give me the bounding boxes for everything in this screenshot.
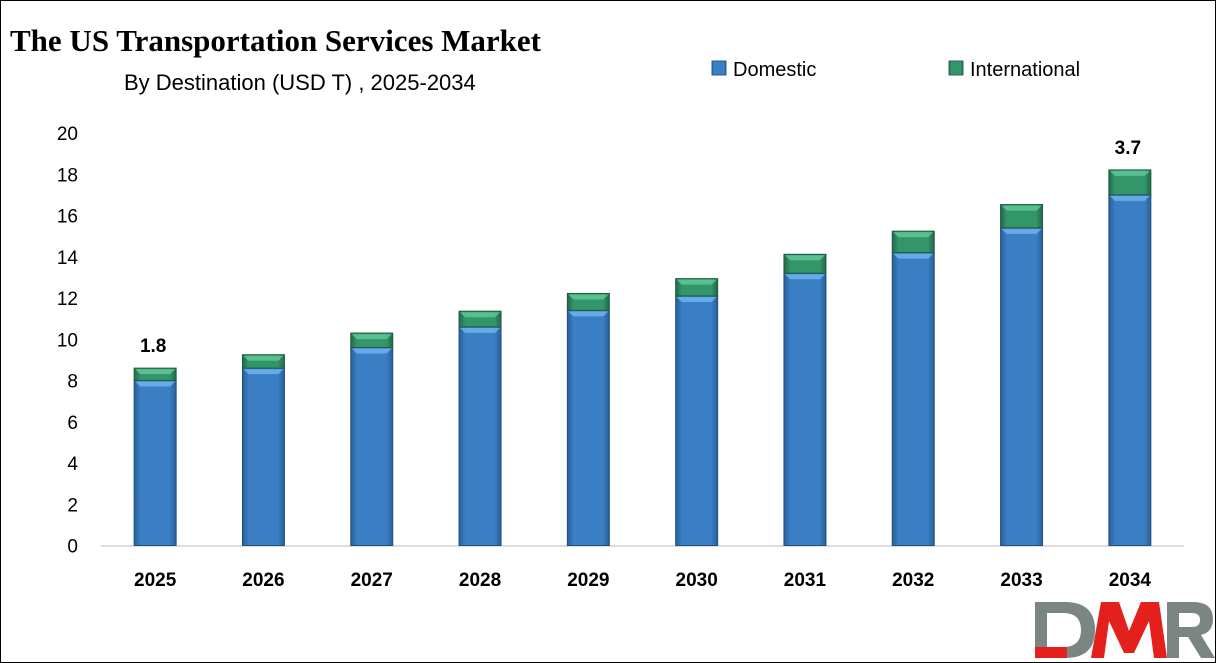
bar-domestic-2029 (566, 309, 610, 546)
y-tick-label: 12 (57, 289, 78, 310)
chart-subtitle: By Destination (USD T) , 2025-2034 (124, 70, 476, 95)
bar-bevel-highlight (135, 381, 176, 387)
bar-domestic-2034 (1108, 194, 1152, 546)
bar-domestic-2026 (241, 367, 285, 546)
bar-bevel-highlight (676, 279, 717, 285)
bar-bevel-highlight (568, 311, 609, 317)
data-label-2034: 3.7 (1115, 138, 1141, 159)
y-tick-label: 18 (57, 165, 78, 186)
bar-bevel-highlight (1109, 195, 1150, 201)
y-tick-label: 8 (67, 372, 78, 393)
y-tick-label: 2 (67, 495, 78, 516)
y-tick-label: 14 (57, 248, 79, 269)
legend-label-domestic: Domestic (733, 59, 816, 81)
bar-bevel-highlight (893, 253, 934, 259)
legend: Domestic International (711, 59, 1080, 81)
legend-label-international: International (970, 59, 1080, 81)
bar-bevel-highlight (1109, 170, 1150, 176)
y-tick-label: 6 (67, 413, 78, 434)
bar-domestic-2027 (350, 347, 394, 546)
bar-bevel-highlight (243, 369, 284, 375)
bar-bevel-highlight (676, 296, 717, 302)
x-tick-label: 2027 (351, 570, 393, 591)
chart-title: The US Transportation Services Market (10, 23, 541, 58)
bar-bevel-highlight (351, 348, 392, 354)
bar-domestic-2033 (1000, 227, 1044, 546)
x-tick-label: 2034 (1109, 570, 1152, 591)
x-tick-label: 2028 (459, 570, 501, 591)
legend-swatch-domestic (711, 60, 727, 76)
x-tick-label: 2031 (784, 570, 827, 591)
y-tick-label: 4 (67, 454, 78, 475)
x-tick-label: 2025 (134, 570, 177, 591)
bar-domestic-2032 (891, 252, 935, 546)
bar-bevel-highlight (460, 312, 501, 318)
data-label-2025: 1.8 (140, 336, 166, 357)
dmr-logo (1035, 602, 1215, 658)
bar-domestic-2031 (783, 272, 827, 546)
x-tick-label: 2026 (242, 570, 284, 591)
bar-bevel-highlight (784, 274, 825, 280)
bar-bevel-highlight (893, 232, 934, 238)
bar-bevel-highlight (1001, 205, 1042, 211)
bar-bevel-highlight (568, 294, 609, 300)
bar-bevel-highlight (460, 327, 501, 333)
bar-domestic-2028 (458, 326, 502, 546)
bar-bevel-highlight (784, 255, 825, 261)
y-tick-label: 16 (57, 207, 78, 228)
x-tick-label: 2032 (892, 570, 934, 591)
bar-bevel-highlight (351, 334, 392, 340)
bar-bevel-highlight (243, 355, 284, 361)
bar-bevel-highlight (135, 369, 176, 375)
bar-bevel-highlight (1001, 228, 1042, 234)
bar-domestic-2030 (675, 295, 719, 546)
x-tick-label: 2033 (1000, 570, 1042, 591)
y-tick-label: 20 (57, 124, 78, 145)
bar-domestic-2025 (133, 380, 177, 546)
y-tick-label: 0 (67, 537, 78, 558)
legend-swatch-international (948, 60, 964, 76)
x-tick-label: 2029 (567, 570, 609, 591)
y-tick-label: 10 (57, 330, 78, 351)
x-tick-label: 2030 (676, 570, 718, 591)
